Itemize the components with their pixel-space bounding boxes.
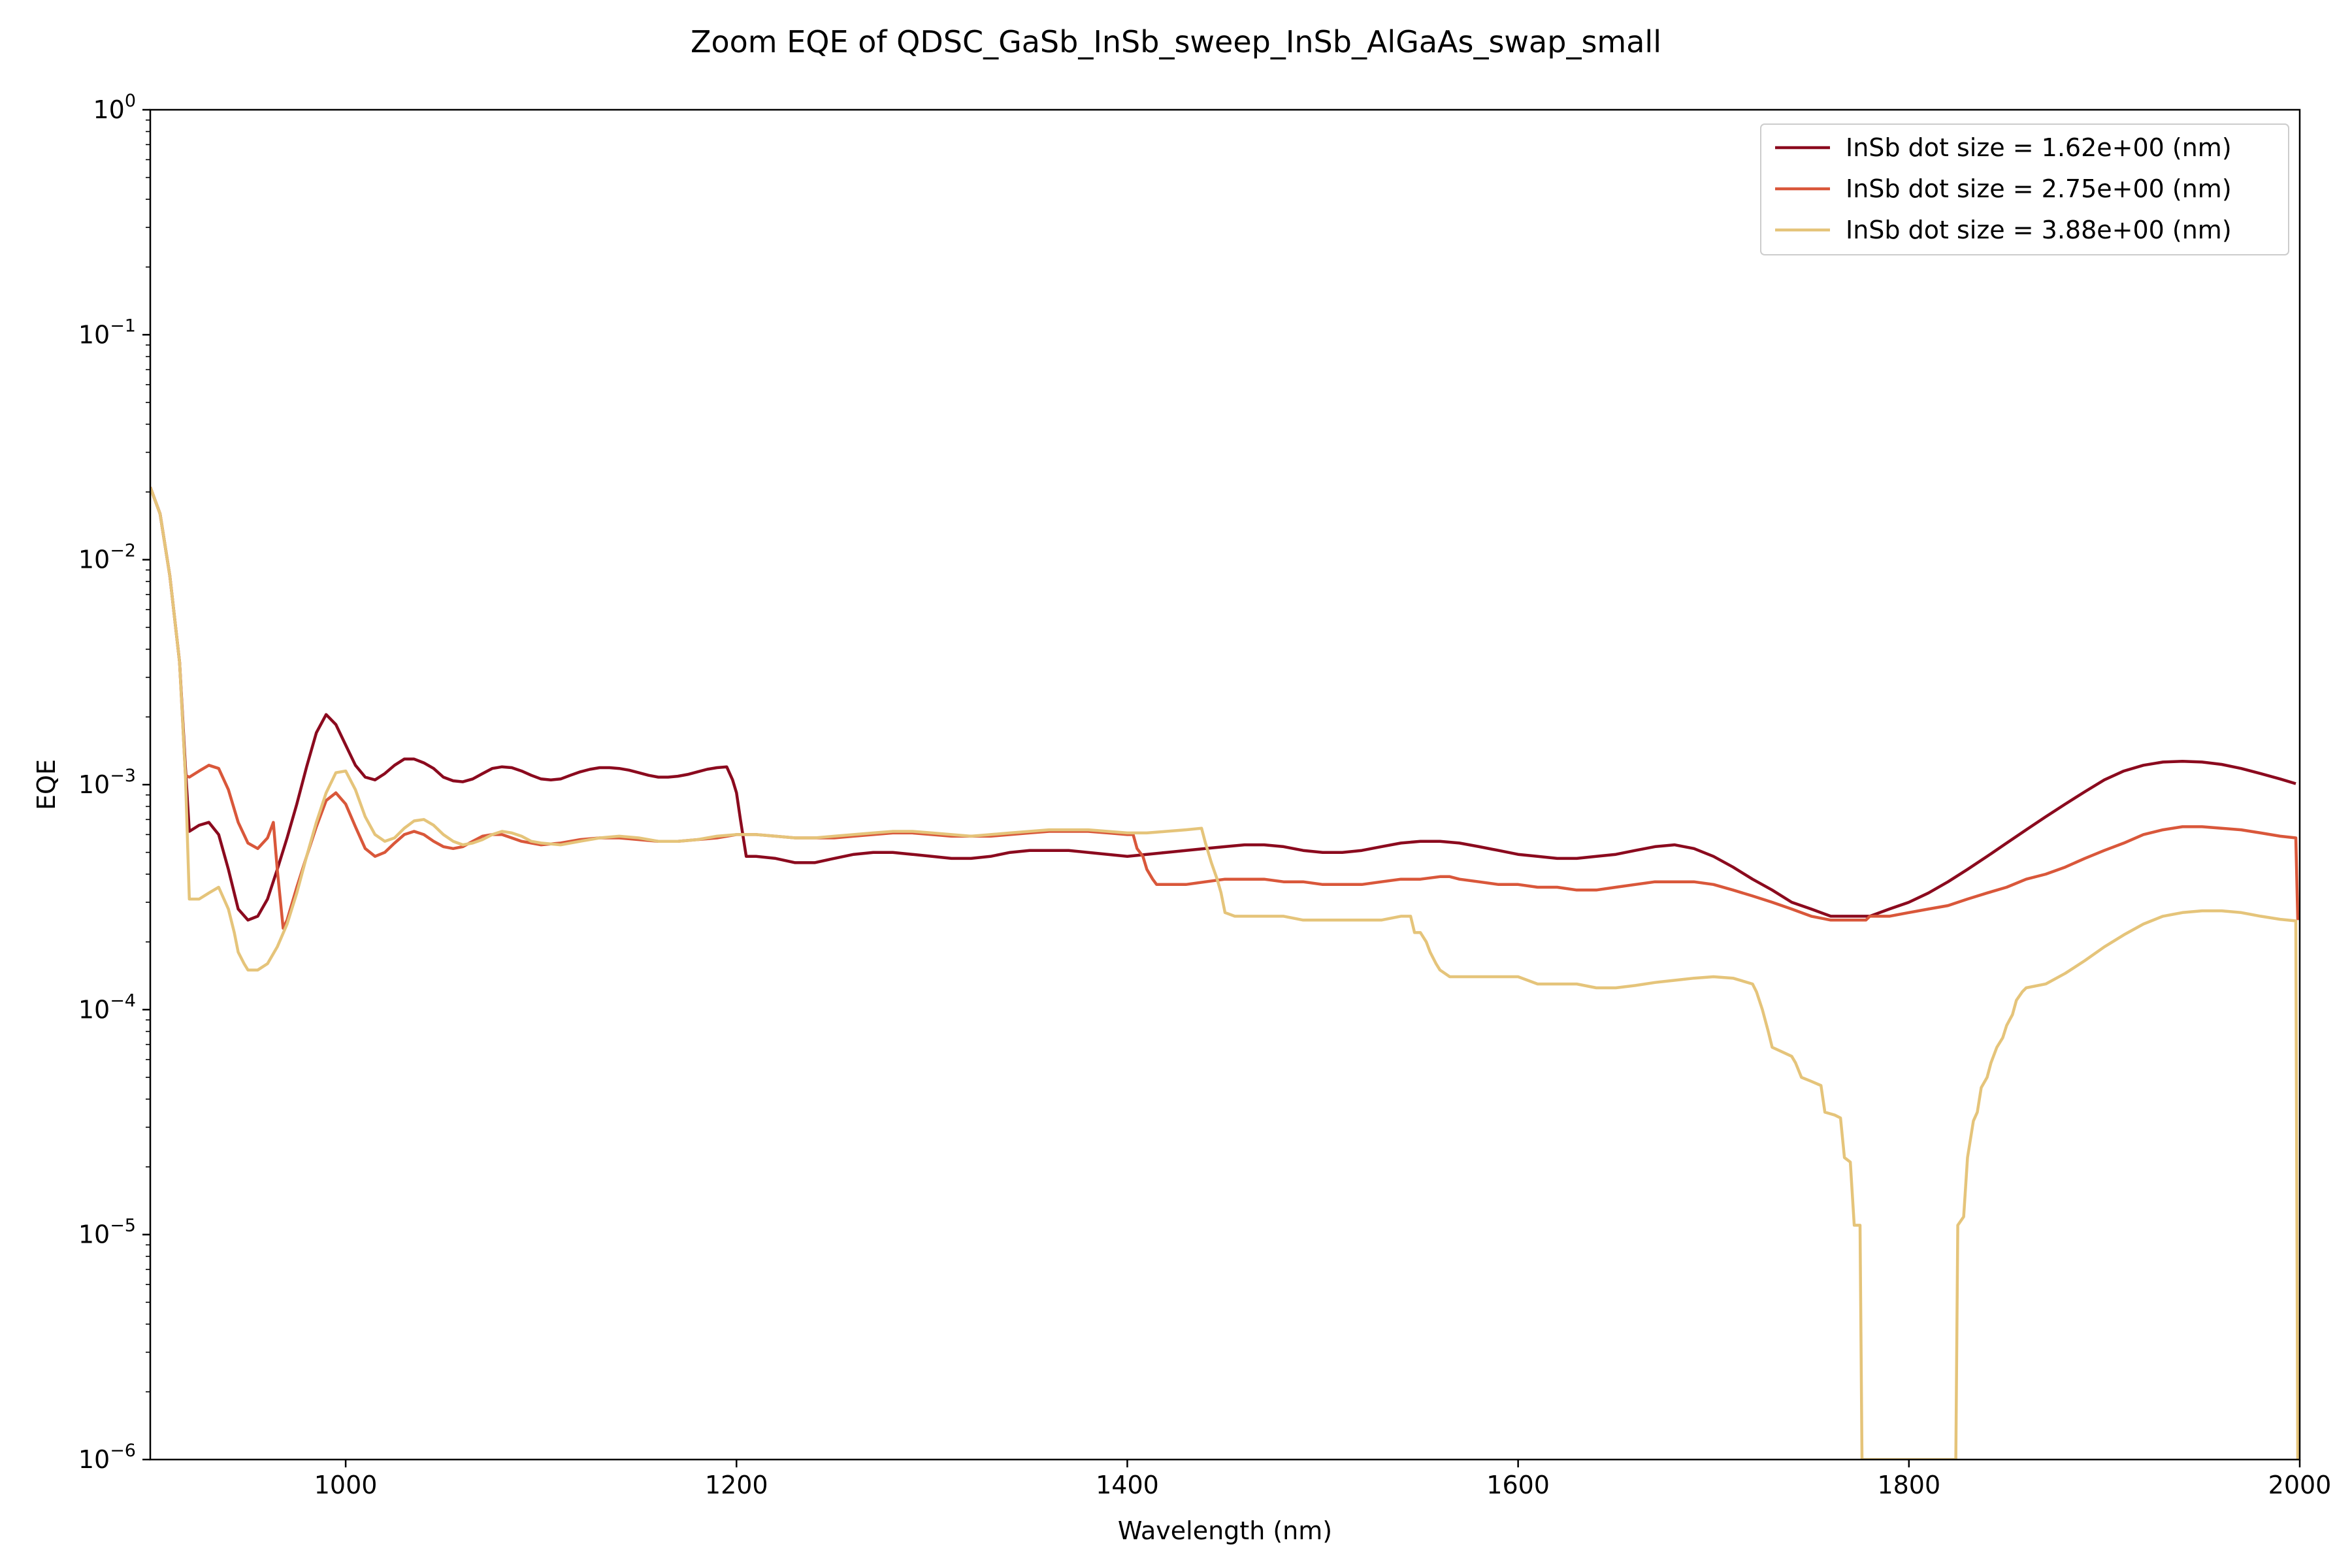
legend: InSb dot size = 1.62e+00 (nm) InSb dot si… xyxy=(1760,123,2289,255)
x-tick-label: 1200 xyxy=(705,1471,768,1499)
y-tick-exponent: −5 xyxy=(110,1216,136,1236)
x-tick-label: 2000 xyxy=(2268,1471,2332,1499)
legend-box xyxy=(1760,123,2289,255)
x-tick-label: 1000 xyxy=(314,1471,378,1499)
x-tick-label: 1600 xyxy=(1486,1471,1550,1499)
y-tick-base: 10 xyxy=(78,1220,110,1249)
y-tick-exponent: 0 xyxy=(125,91,136,111)
series-layer xyxy=(150,486,2300,1460)
y-tick-exponent: −1 xyxy=(110,316,136,336)
legend-label-1: InSb dot size = 1.62e+00 (nm) xyxy=(1846,133,2232,162)
legend-label-3: InSb dot size = 3.88e+00 (nm) xyxy=(1846,216,2232,244)
y-axis-label: EQE xyxy=(32,759,61,810)
x-axis: 1000 1200 1400 1600 1800 2000 xyxy=(314,1460,2332,1499)
y-tick-base: 10 xyxy=(78,770,110,799)
y-tick-base: 10 xyxy=(78,995,110,1024)
series-line-3 xyxy=(150,486,2300,1460)
chart-title: Zoom EQE of QDSC_GaSb_InSb_sweep_InSb_Al… xyxy=(691,24,1661,59)
y-tick-label: 10−5 xyxy=(78,1216,136,1249)
series-line-2 xyxy=(150,486,2300,930)
y-tick-exponent: −3 xyxy=(110,766,136,786)
x-tick-label: 1800 xyxy=(1877,1471,1940,1499)
y-tick-label: 10−2 xyxy=(78,541,136,574)
y-tick-base: 10 xyxy=(93,95,124,124)
x-tick-label: 1400 xyxy=(1096,1471,1159,1499)
y-tick-label: 10−6 xyxy=(78,1441,136,1474)
y-tick-label: 10−4 xyxy=(78,990,136,1024)
y-tick-label: 10−1 xyxy=(78,316,136,349)
series-line-1 xyxy=(150,486,2296,922)
x-axis-label: Wavelength (nm) xyxy=(1118,1516,1332,1545)
y-tick-label: 10−3 xyxy=(78,766,136,799)
y-tick-base: 10 xyxy=(78,1445,110,1474)
y-tick-base: 10 xyxy=(78,546,110,574)
legend-label-2: InSb dot size = 2.75e+00 (nm) xyxy=(1846,174,2232,203)
y-tick-base: 10 xyxy=(78,320,110,349)
y-tick-exponent: −6 xyxy=(110,1441,136,1461)
y-tick-exponent: −2 xyxy=(110,541,136,561)
y-tick-label: 100 xyxy=(93,91,136,124)
y-tick-exponent: −4 xyxy=(110,990,136,1011)
